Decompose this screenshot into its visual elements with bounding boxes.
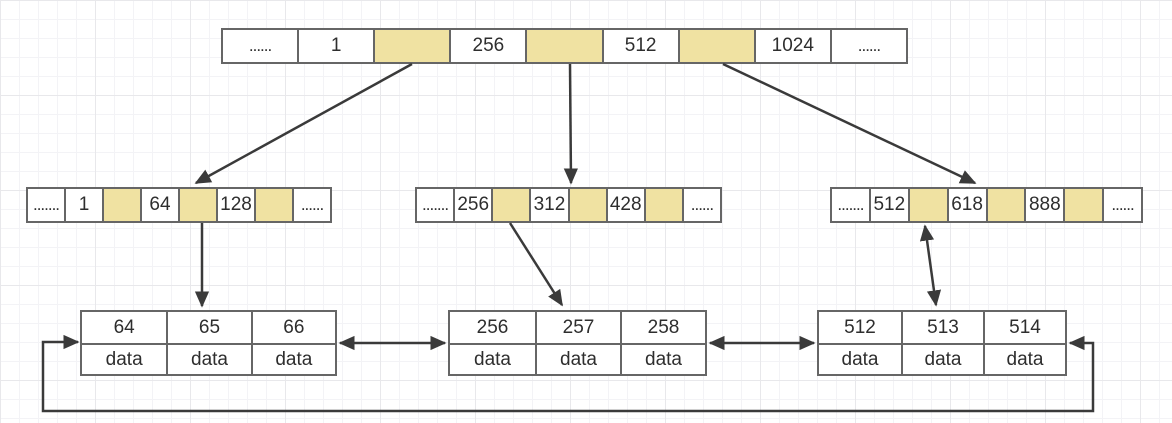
leaf-node-center: 256 257 258 data data data [448, 310, 707, 376]
pointer-cell [907, 189, 947, 221]
ellipsis-cell: ....... [422, 195, 449, 214]
key-cell: 256 [449, 30, 525, 62]
ellipsis-cell: ...... [292, 189, 330, 221]
key-cell: 618 [946, 189, 986, 221]
leaf-key-cell: 64 [113, 316, 135, 338]
ellipsis-cell: ...... [248, 36, 272, 55]
leaf-data-cell: data [901, 343, 983, 374]
root-node: ...... 1 256 512 1024 ...... [221, 28, 908, 64]
ellipsis-cell: ...... [681, 189, 720, 221]
pointer-cell [567, 189, 606, 221]
key-cell: 1024 [753, 30, 830, 62]
ellipsis-cell: ...... [829, 30, 906, 62]
ellipsis-cell: ...... [1102, 189, 1141, 221]
leaf-data-cell: data [535, 343, 620, 374]
pointer-cell [1063, 189, 1103, 221]
key-cell: 64 [140, 189, 178, 221]
leaf-key-cell: 512 [844, 316, 876, 338]
key-cell: 512 [601, 30, 678, 62]
key-cell: 256 [453, 189, 491, 221]
pointer-cell [643, 189, 682, 221]
pointer-cell [491, 189, 530, 221]
key-cell: 512 [868, 189, 908, 221]
pointer-cell [373, 30, 450, 62]
leaf-key-cell: 257 [535, 312, 620, 343]
pointer-cell [254, 189, 292, 221]
leaf-data-cell: data [250, 343, 335, 374]
internal-node-right: ....... 512 618 888 ...... [830, 187, 1143, 223]
leaf-data-cell: data [620, 343, 705, 374]
arrow-internal-right-leaf-bidirectional [919, 224, 942, 307]
leaf-data-cell: data [450, 343, 535, 374]
leaf-key-cell: 66 [250, 312, 335, 343]
leaf-key-cell: 256 [476, 316, 509, 338]
arrow-root-to-internal-right [722, 62, 977, 185]
ellipsis-cell: ....... [837, 195, 864, 214]
arrow-root-to-internal-center [563, 63, 579, 185]
leaf-key-cell: 514 [983, 312, 1065, 343]
pointer-cell [102, 189, 140, 221]
key-cell: 1 [64, 189, 102, 221]
key-cell: 428 [605, 189, 644, 221]
leaf-node-right: 512 513 514 data data data [817, 310, 1067, 376]
key-cell: 1 [297, 30, 373, 62]
pointer-cell [178, 189, 216, 221]
pointer-cell [677, 30, 754, 62]
leaf-data-cell: data [819, 343, 901, 374]
internal-node-center: ....... 256 312 428 ...... [415, 187, 722, 223]
leaf-node-left: 64 65 66 data data data [80, 310, 337, 376]
key-cell: 312 [529, 189, 567, 221]
arrow-root-to-internal-left [194, 62, 413, 185]
key-cell: 128 [216, 189, 254, 221]
pointer-cell [985, 189, 1025, 221]
ellipsis-cell: ....... [32, 195, 60, 214]
key-cell: 888 [1024, 189, 1063, 221]
arrow-internal-center-to-leaf [508, 222, 564, 307]
leaf-key-cell: 65 [166, 312, 250, 343]
leaf-data-cell: data [166, 343, 251, 374]
pointer-cell [525, 30, 602, 62]
leaf-key-cell: 513 [901, 312, 983, 343]
leaf-data-cell: data [983, 343, 1065, 374]
leaf-key-cell: 258 [620, 312, 705, 343]
leaf-data-cell: data [82, 343, 167, 374]
internal-node-left: ....... 1 64 128 ...... [26, 187, 332, 223]
